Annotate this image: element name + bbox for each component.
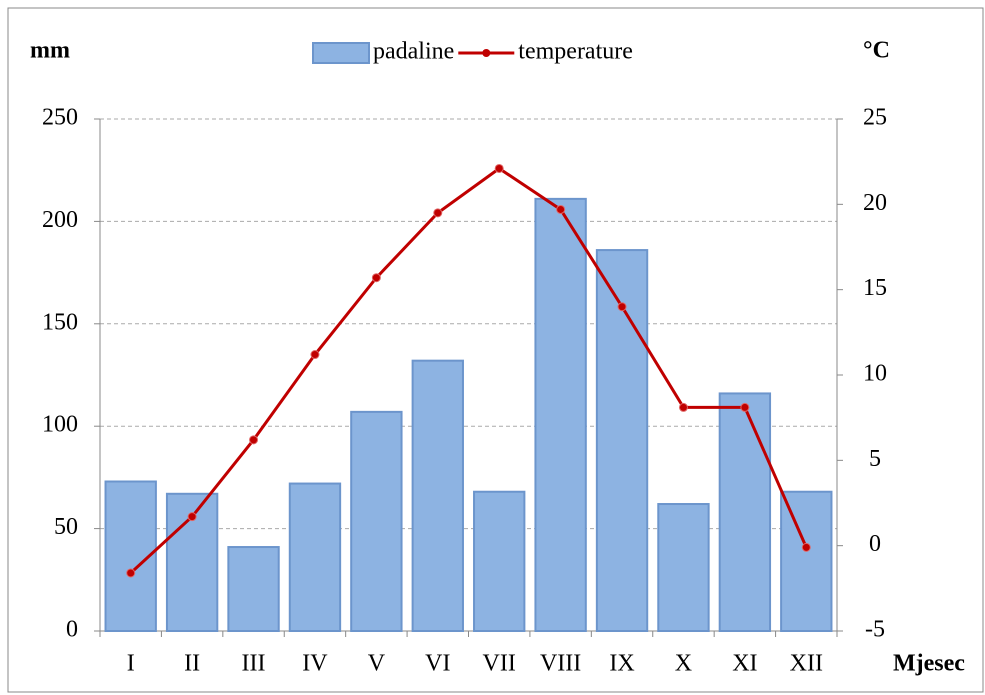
x-tick-label: III: [242, 651, 266, 677]
point: [740, 402, 750, 412]
x-tick-label: XII: [790, 651, 823, 677]
legend-label: temperature: [518, 39, 633, 65]
x-tick-label: IX: [609, 651, 634, 677]
y-tick-label: 100: [42, 412, 78, 438]
bar: [657, 503, 710, 632]
y2-tick-label: 20: [863, 190, 887, 216]
legend-swatch: [482, 49, 491, 57]
y2-tick-label: -5: [865, 617, 885, 643]
y2-tick-label: 15: [863, 275, 887, 301]
y-tick-label: 200: [42, 207, 78, 233]
bar: [534, 197, 587, 632]
bar: [780, 490, 833, 632]
y-tick-label: 250: [42, 105, 78, 131]
x-tick-label: I: [127, 651, 135, 677]
x-tick-label: VII: [483, 651, 516, 677]
y2-tick-label: 0: [869, 531, 881, 557]
y-axis-label: mm: [30, 38, 70, 64]
x-tick-label: XI: [732, 651, 757, 677]
point: [494, 163, 504, 173]
point: [310, 350, 320, 360]
x-tick-label: X: [675, 651, 692, 677]
point: [249, 435, 259, 445]
y2-tick-label: 25: [863, 105, 887, 131]
bar: [227, 546, 280, 632]
point: [371, 273, 381, 283]
point: [126, 568, 136, 578]
x-tick-label: IV: [302, 651, 328, 677]
point: [187, 512, 197, 522]
y-tick-label: 50: [54, 514, 78, 540]
y2-axis-label: °C: [863, 38, 890, 64]
point: [433, 208, 443, 218]
y-tick-label: 0: [66, 617, 78, 643]
y2-tick-label: 5: [869, 446, 881, 472]
x-axis-label: Mjesec: [893, 651, 965, 677]
point: [678, 402, 688, 412]
point: [617, 302, 627, 312]
point: [556, 204, 566, 214]
x-tick-label: II: [184, 651, 200, 677]
y-tick-label: 150: [42, 309, 78, 335]
bar: [718, 392, 772, 632]
x-tick-label: VI: [425, 651, 450, 677]
x-tick-label: VIII: [540, 651, 581, 677]
legend-label: padaline: [373, 39, 454, 65]
bar: [350, 410, 403, 633]
x-tick-label: V: [368, 651, 386, 677]
point: [801, 542, 811, 552]
bar: [411, 359, 464, 632]
legend-swatch: [312, 42, 370, 64]
bar: [288, 482, 342, 632]
bar: [595, 249, 649, 633]
y2-tick-label: 10: [863, 361, 887, 387]
line: [129, 166, 808, 575]
bar: [473, 490, 526, 632]
